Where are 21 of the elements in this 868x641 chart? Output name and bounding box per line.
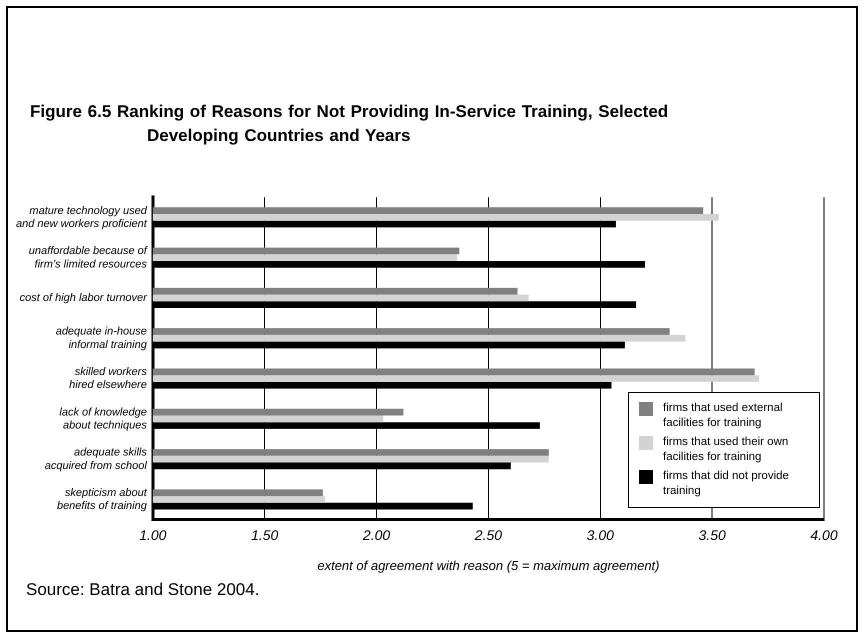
x-tick-label: 3.50 (698, 526, 726, 543)
y-tick-label: adequate skills acquired from school (44, 446, 148, 472)
y-tick-label: skepticism about benefits of training (56, 486, 148, 512)
x-tick-label: 4.00 (810, 526, 838, 543)
y-tick-label: skilled workers hired elsewhere (69, 366, 148, 392)
legend-label: firms that used external facilities for training (663, 401, 784, 431)
x-tick-label: 3.00 (586, 526, 614, 543)
x-tick-label: 2.00 (362, 526, 390, 543)
y-tick-label: mature technology used and new workers proficient (16, 204, 148, 230)
y-tick-label: unaffordable because of firm’s limited resources (28, 245, 148, 270)
x-tick-label: 1.00 (139, 526, 167, 543)
legend-label: firms that did not provide training (663, 469, 790, 499)
y-tick-label: adequate in-house informal training (56, 326, 148, 351)
legend-label: firms that used their own facilities for training (663, 435, 790, 465)
x-tick-label: 2.50 (474, 526, 502, 543)
y-tick-label: cost of high labor turnover (20, 292, 148, 304)
x-axis-title: extent of agreement with reason (5 = maximum agreement) (317, 558, 660, 573)
x-tick-label: 1.50 (251, 526, 279, 543)
chart-title: Figure 6.5 Ranking of Reasons for Not Providing In-Service Training, Selected Developing Countries and Years (30, 101, 670, 147)
y-tick-label: lack of knowledge about techniques (59, 406, 148, 432)
source-note: Source: Batra and Stone 2004. (26, 580, 260, 600)
